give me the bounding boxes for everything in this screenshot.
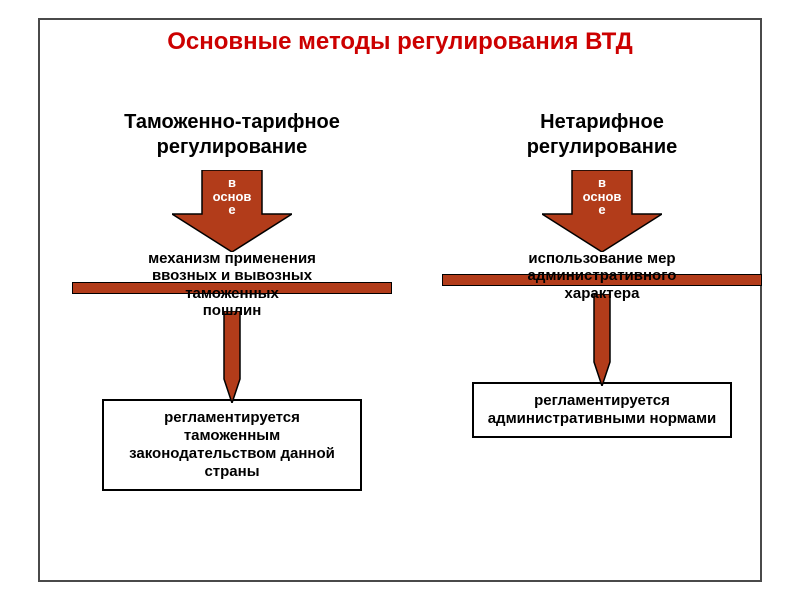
right-arrow: в основ е [542,170,662,252]
down-spike-icon [222,311,242,403]
diagram-title: Основные методы регулирования ВТД [0,28,800,56]
right-vbar [442,294,762,386]
left-mid: механизм применения ввозных и вывозных т… [72,250,392,319]
left-mid-text: механизм применения ввозных и вывозных т… [148,250,316,319]
down-spike-icon [592,294,612,386]
right-mid-text: использование мер административного хара… [528,250,677,302]
right-bottom-box: регламентируется административными норма… [472,382,732,438]
right-heading: Нетарифное регулирование [527,110,678,160]
left-heading: Таможенно-тарифное регулирование [124,110,340,160]
column-right: Нетарифное регулирование в основ е испол… [442,110,762,438]
left-arrow-label: в основ е [172,176,292,217]
column-left: Таможенно-тарифное регулирование в основ… [72,110,392,491]
left-bottom-box: регламентируется таможенным законодатель… [102,399,362,491]
left-vbar [72,311,392,403]
left-arrow: в основ е [172,170,292,252]
right-arrow-label: в основ е [542,176,662,217]
